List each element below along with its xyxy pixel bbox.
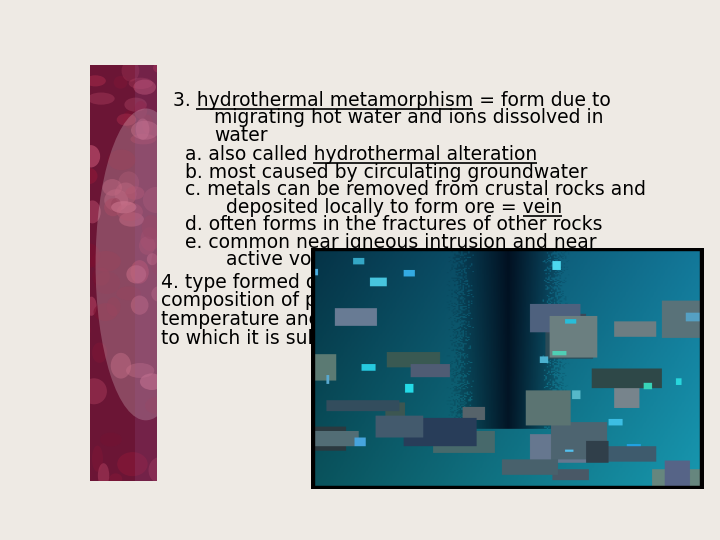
Ellipse shape (148, 457, 171, 483)
Ellipse shape (122, 60, 140, 82)
Ellipse shape (92, 342, 107, 363)
Text: 3. hydrothermal metamorphism = form due to: 3. hydrothermal metamorphism = form due … (173, 91, 611, 110)
Ellipse shape (151, 286, 169, 302)
Text: to which it is subjected: to which it is subjected (161, 329, 377, 348)
Bar (135, 65, 190, 481)
Text: deposited locally to form ore = vein: deposited locally to form ore = vein (226, 198, 562, 217)
Ellipse shape (125, 186, 145, 200)
Ellipse shape (94, 272, 120, 294)
Ellipse shape (114, 76, 127, 89)
Ellipse shape (107, 150, 135, 170)
Ellipse shape (92, 446, 103, 472)
Ellipse shape (130, 134, 156, 144)
Ellipse shape (125, 98, 147, 112)
Ellipse shape (81, 145, 100, 167)
Text: d. often forms in the fractures of other rocks: d. often forms in the fractures of other… (185, 215, 603, 234)
Ellipse shape (100, 433, 122, 447)
Ellipse shape (117, 202, 143, 221)
Ellipse shape (118, 172, 139, 194)
Ellipse shape (84, 200, 101, 224)
Ellipse shape (153, 63, 168, 73)
Ellipse shape (142, 215, 160, 239)
Ellipse shape (94, 303, 117, 321)
Ellipse shape (117, 113, 136, 126)
Ellipse shape (111, 198, 121, 213)
Text: b. most caused by circulating groundwater: b. most caused by circulating groundwate… (185, 163, 588, 182)
Ellipse shape (143, 187, 169, 213)
Text: temperature and pressure: temperature and pressure (161, 310, 408, 329)
Ellipse shape (114, 183, 137, 206)
Ellipse shape (96, 109, 196, 420)
Ellipse shape (127, 265, 146, 284)
Ellipse shape (145, 397, 171, 414)
Text: composition of parent rock,: composition of parent rock, (161, 292, 419, 310)
Ellipse shape (135, 101, 147, 119)
Ellipse shape (131, 295, 148, 315)
Ellipse shape (136, 118, 149, 140)
Ellipse shape (98, 463, 109, 488)
Ellipse shape (151, 251, 162, 274)
Ellipse shape (92, 267, 110, 286)
Ellipse shape (81, 379, 107, 404)
Text: a. also called hydrothermal alteration: a. also called hydrothermal alteration (185, 145, 537, 165)
Ellipse shape (143, 114, 153, 134)
Bar (157, 65, 648, 481)
Ellipse shape (117, 286, 141, 300)
Ellipse shape (107, 297, 120, 316)
Ellipse shape (109, 474, 122, 484)
Ellipse shape (80, 168, 97, 184)
Ellipse shape (140, 227, 160, 251)
Text: 4. type formed depends on: 4. type formed depends on (161, 273, 416, 292)
Ellipse shape (129, 78, 153, 89)
Ellipse shape (111, 353, 131, 379)
Ellipse shape (126, 363, 154, 378)
Bar (90, 65, 166, 481)
Text: active volcanoes: active volcanoes (226, 250, 383, 269)
Text: c. metals can be removed from crustal rocks and: c. metals can be removed from crustal ro… (185, 180, 646, 199)
Ellipse shape (86, 296, 96, 316)
Ellipse shape (131, 121, 159, 140)
Ellipse shape (130, 260, 149, 284)
Ellipse shape (140, 373, 163, 390)
Ellipse shape (133, 79, 156, 94)
Ellipse shape (123, 111, 136, 129)
Ellipse shape (78, 244, 100, 267)
Ellipse shape (91, 251, 121, 272)
Text: e. common near igneous intrusion and near: e. common near igneous intrusion and nea… (185, 233, 596, 252)
Ellipse shape (120, 212, 144, 227)
Ellipse shape (104, 198, 122, 216)
Ellipse shape (88, 92, 114, 105)
Ellipse shape (117, 452, 148, 476)
Ellipse shape (79, 324, 91, 336)
Ellipse shape (85, 75, 106, 86)
Text: migrating hot water and ions dissolved in: migrating hot water and ions dissolved i… (214, 108, 603, 127)
Ellipse shape (111, 201, 136, 213)
Ellipse shape (139, 237, 156, 255)
Ellipse shape (147, 253, 158, 265)
Text: water: water (214, 125, 268, 145)
Ellipse shape (102, 179, 122, 196)
Ellipse shape (104, 189, 128, 211)
